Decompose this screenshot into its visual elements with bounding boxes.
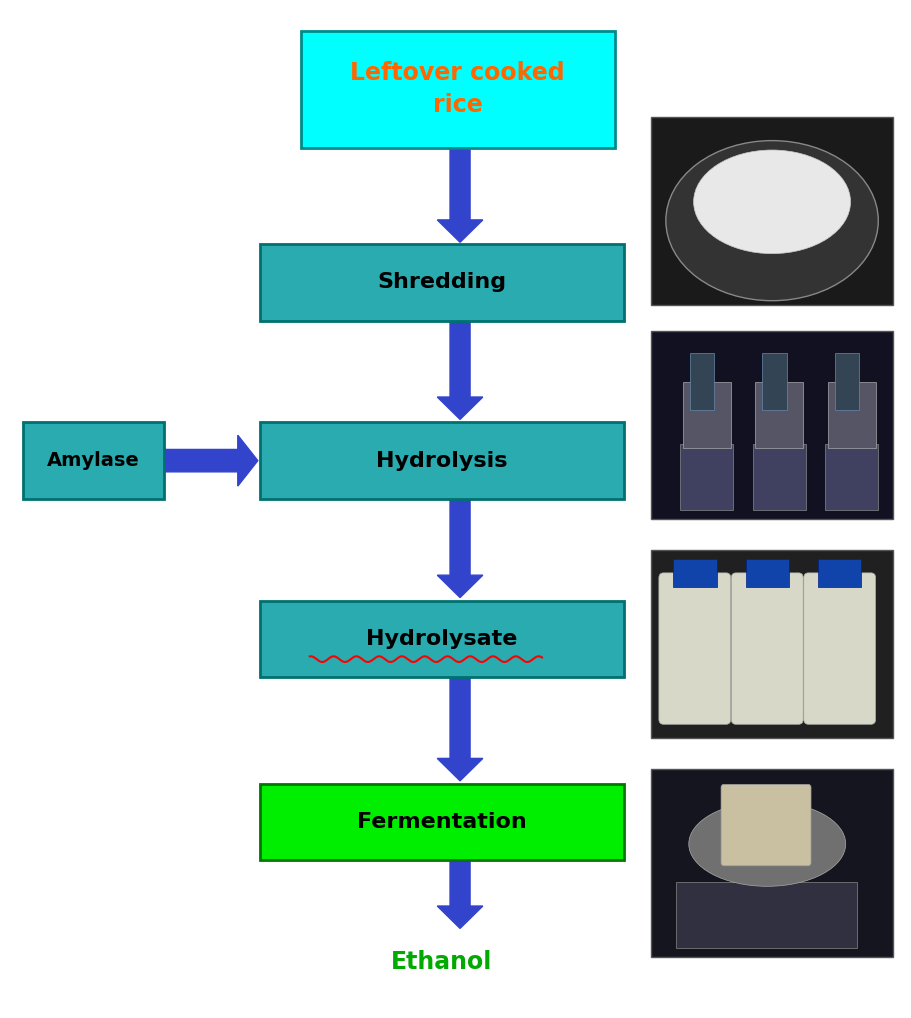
FancyBboxPatch shape [23, 422, 164, 499]
FancyBboxPatch shape [260, 422, 624, 499]
FancyBboxPatch shape [651, 769, 893, 957]
FancyBboxPatch shape [651, 117, 893, 305]
FancyBboxPatch shape [763, 353, 786, 410]
FancyArrow shape [164, 436, 258, 487]
FancyArrow shape [437, 321, 483, 419]
FancyBboxPatch shape [722, 785, 811, 865]
FancyBboxPatch shape [827, 382, 875, 448]
FancyArrow shape [437, 860, 483, 928]
FancyBboxPatch shape [834, 353, 859, 410]
FancyBboxPatch shape [260, 784, 624, 860]
FancyBboxPatch shape [651, 550, 893, 738]
Text: Hydrolysate: Hydrolysate [366, 629, 517, 648]
FancyBboxPatch shape [804, 573, 875, 725]
Text: Hydrolysis: Hydrolysis [376, 451, 507, 470]
FancyBboxPatch shape [818, 559, 862, 587]
FancyBboxPatch shape [732, 573, 804, 725]
Ellipse shape [666, 140, 878, 300]
FancyBboxPatch shape [690, 353, 714, 410]
FancyBboxPatch shape [260, 244, 624, 321]
Ellipse shape [689, 801, 845, 887]
FancyBboxPatch shape [651, 331, 893, 519]
FancyBboxPatch shape [825, 444, 878, 510]
Text: Amylase: Amylase [47, 451, 139, 470]
FancyBboxPatch shape [673, 559, 717, 587]
Text: Leftover cooked
rice: Leftover cooked rice [351, 61, 565, 117]
FancyArrow shape [437, 499, 483, 598]
FancyBboxPatch shape [675, 882, 856, 948]
FancyArrow shape [437, 677, 483, 781]
FancyBboxPatch shape [755, 382, 804, 448]
Text: Shredding: Shredding [377, 273, 507, 292]
Ellipse shape [693, 150, 851, 253]
FancyBboxPatch shape [301, 31, 615, 148]
Text: Ethanol: Ethanol [391, 950, 493, 974]
FancyBboxPatch shape [752, 444, 806, 510]
FancyBboxPatch shape [682, 382, 731, 448]
FancyBboxPatch shape [260, 601, 624, 677]
Text: Fermentation: Fermentation [357, 812, 527, 832]
FancyBboxPatch shape [681, 444, 733, 510]
FancyBboxPatch shape [659, 573, 731, 725]
FancyArrow shape [437, 148, 483, 242]
FancyBboxPatch shape [745, 559, 789, 587]
